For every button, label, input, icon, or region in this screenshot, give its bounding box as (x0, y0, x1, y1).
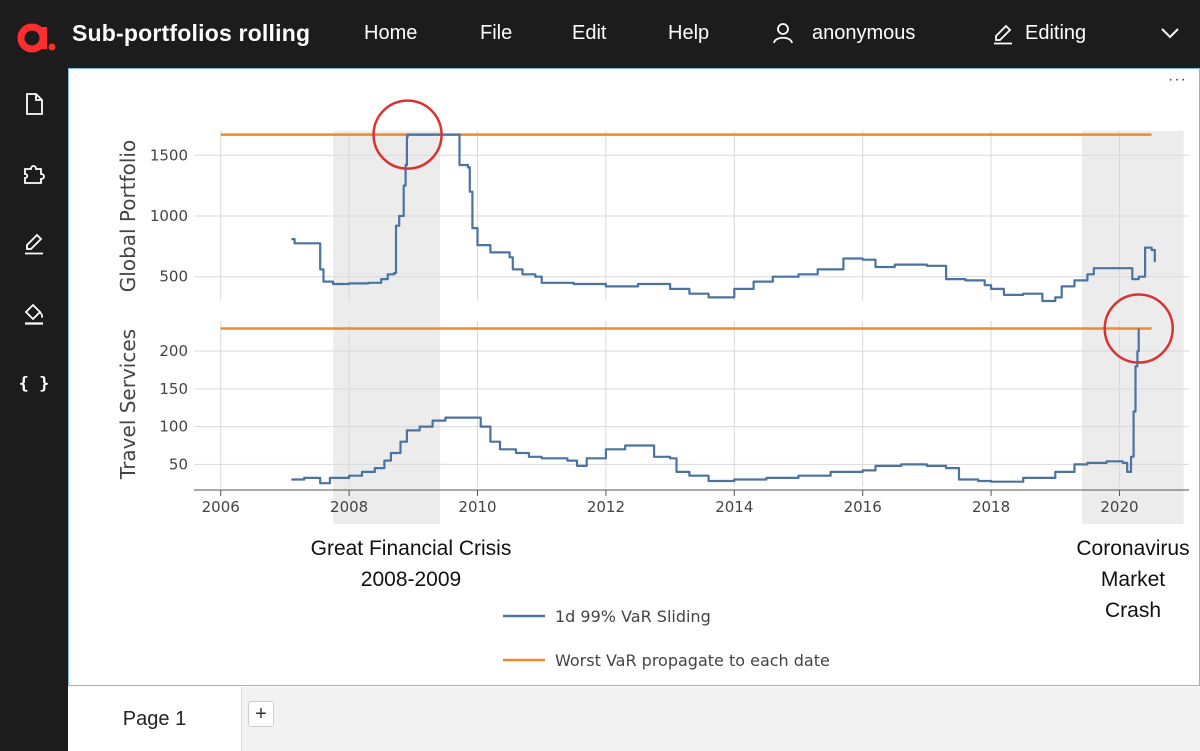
x-tick-label: 2014 (715, 498, 753, 516)
annotation-text: Coronavirus (1076, 537, 1189, 560)
braces-icon: { } (18, 374, 50, 394)
sidebar-item-edit[interactable] (18, 228, 50, 260)
user-icon (773, 23, 793, 44)
user-name[interactable]: anonymous (812, 22, 916, 44)
add-page-button[interactable]: + (248, 701, 274, 727)
menu-file[interactable]: File (480, 22, 513, 44)
x-tick-label: 2012 (587, 498, 625, 516)
sidebar: { } (0, 68, 68, 751)
annotation-text: 2008-2009 (361, 568, 461, 591)
dashboard-canvas: ··· 500 1000 1500 Global Portfolio 50 100 150 2… (68, 68, 1200, 686)
y-axis-title: Global Portfolio (116, 140, 140, 292)
y-tick-label: 150 (159, 380, 188, 398)
x-tick-label: 2020 (1100, 498, 1138, 516)
y-tick-label: 50 (169, 455, 188, 473)
legend-label: 1d 99% VaR Sliding (555, 607, 711, 626)
paint-bucket-icon (24, 303, 44, 325)
peak-highlight-circle-2 (1103, 293, 1174, 364)
x-tick-label: 2018 (972, 498, 1010, 516)
x-tick-label: 2016 (844, 498, 882, 516)
x-tick-label: 2010 (458, 498, 496, 516)
pencil-icon (994, 24, 1012, 45)
y-tick-label: 100 (159, 418, 188, 436)
document-icon (26, 93, 43, 115)
y-tick-label: 1500 (150, 146, 188, 164)
mode-label[interactable]: Editing (1025, 22, 1087, 44)
menu-edit[interactable]: Edit (572, 22, 607, 44)
sidebar-item-style[interactable] (18, 298, 50, 330)
chevron-down-icon[interactable] (1160, 25, 1180, 41)
tab-page-1[interactable]: Page 1 (68, 687, 242, 751)
annotation-text: Crash (1105, 599, 1161, 622)
pencil-icon (25, 233, 43, 255)
y-tick-label: 200 (159, 342, 188, 360)
var-sliding-line (291, 328, 1140, 485)
menu-home[interactable]: Home (364, 22, 418, 44)
y-tick-label: 1000 (150, 207, 188, 225)
var-chart: 500 1000 1500 Global Portfolio 50 100 150 200 Tr… (116, 99, 1190, 670)
peak-highlight-circle-1 (372, 99, 443, 170)
annotation-text: Market (1101, 568, 1165, 591)
y-tick-label: 500 (159, 268, 188, 286)
more-options-icon[interactable]: ··· (1168, 71, 1187, 88)
sidebar-item-widgets[interactable] (18, 158, 50, 190)
x-tick-label: 2006 (202, 498, 240, 516)
menu-help[interactable]: Help (668, 22, 710, 44)
puzzle-icon (24, 165, 45, 184)
sidebar-item-document[interactable] (18, 88, 50, 120)
annotation-text: Great Financial Crisis (311, 537, 512, 560)
legend-label: Worst VaR propagate to each date (555, 651, 830, 670)
x-tick-label: 2008 (330, 498, 368, 516)
page-tab-bar: Page 1 + (68, 687, 1200, 751)
y-axis-title: Travel Services (116, 329, 140, 480)
top-bar: Sub-portfolios rolling Home File Edit He… (0, 0, 1200, 68)
app-title: Sub-portfolios rolling (72, 20, 311, 46)
app-logo (17, 23, 56, 53)
var-sliding-line (291, 133, 1156, 303)
sidebar-item-json[interactable]: { } (18, 368, 50, 400)
